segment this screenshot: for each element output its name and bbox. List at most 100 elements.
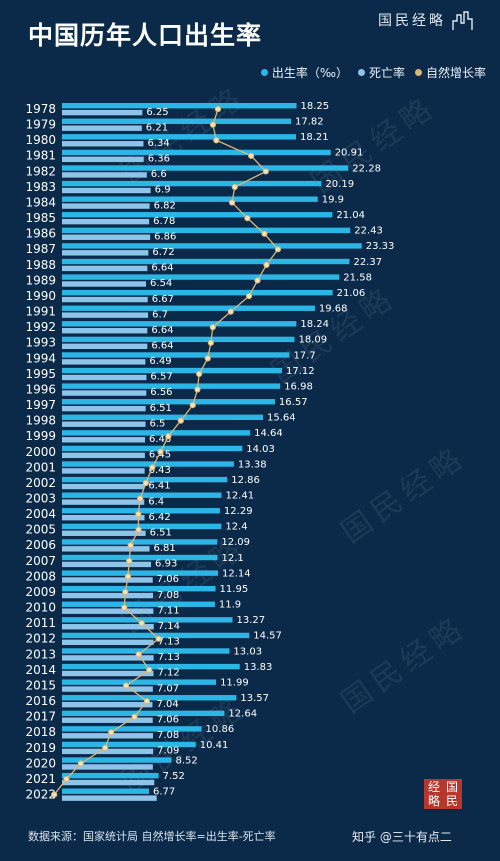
death-rate-bar: [62, 156, 144, 163]
year-label: 1985: [25, 211, 56, 225]
year-label: 2007: [25, 554, 56, 568]
birth-rate-label: 19.9: [322, 194, 344, 205]
year-label: 2015: [25, 678, 56, 692]
birth-rate-label: 16.57: [279, 397, 308, 408]
year-label: 2013: [25, 647, 56, 661]
natural-growth-point: [263, 261, 270, 268]
birth-rate-bar: [62, 212, 333, 218]
birth-rate-label: 21.04: [336, 210, 365, 221]
death-rate-label: 6.67: [152, 294, 174, 305]
year-label: 2000: [25, 445, 56, 459]
death-rate-bar: [62, 328, 148, 334]
natural-growth-point: [143, 698, 150, 705]
death-rate-label: 6.5: [150, 418, 166, 429]
year-label: 1988: [25, 258, 56, 272]
year-label: 2008: [25, 569, 56, 583]
death-rate-bar: [62, 468, 145, 474]
year-label: 2022: [25, 788, 56, 802]
legend-item-birth-rate: 出生率（‰）: [260, 64, 348, 81]
year-label: 2020: [25, 756, 56, 770]
natural-growth-point: [135, 511, 142, 518]
seal-stamp: 经 国 略 民: [424, 779, 462, 809]
death-rate-bar: [62, 203, 150, 209]
birth-rate-label: 12.41: [225, 491, 254, 502]
birth-rate-bar: [62, 321, 297, 327]
death-rate-label: 6.43: [149, 465, 171, 476]
birth-rate-bar: [62, 570, 218, 576]
birth-rate-bar: [62, 430, 251, 436]
year-label: 1982: [25, 164, 56, 178]
birth-rate-label: 12.29: [224, 506, 253, 517]
natural-growth-point: [214, 106, 222, 113]
death-rate-label: 6.54: [150, 278, 172, 289]
death-rate-label: 7.07: [157, 683, 179, 694]
birth-rate-bar: [62, 445, 243, 452]
birth-rate-bar: [62, 772, 159, 779]
birth-rate-label: 14.03: [246, 444, 275, 455]
death-rate-label: 7.13: [158, 652, 180, 663]
natural-growth-point: [244, 215, 251, 222]
death-rate-label: 7.11: [157, 605, 179, 616]
death-rate-label: 6.41: [148, 481, 170, 492]
death-rate-bar: [62, 499, 145, 505]
birth-rate-label: 12.4: [225, 522, 247, 533]
birth-rate-bar: [62, 554, 218, 561]
birth-rate-label: 13.57: [240, 693, 269, 704]
death-rate-label: 6.49: [149, 356, 171, 367]
birth-rate-label: 20.91: [335, 148, 364, 159]
year-label: 2017: [25, 710, 56, 724]
natural-growth-point: [157, 448, 164, 455]
birth-rate-label: 7.52: [163, 771, 185, 782]
natural-growth-point: [149, 464, 156, 471]
birth-rate-bar: [62, 476, 228, 483]
birth-rate-bar: [62, 289, 333, 296]
natural-growth-point: [51, 791, 58, 798]
birth-rate-label: 17.12: [286, 366, 315, 377]
natural-growth-point: [274, 246, 282, 253]
page-title: 中国历年人口出生率: [28, 21, 263, 50]
birth-rate-bar: [62, 103, 297, 109]
birth-rate-label: 21.58: [343, 272, 372, 283]
birth-rate-label: 18.24: [300, 319, 329, 330]
death-rate-bar: [62, 546, 150, 552]
death-rate-label: 7.13: [158, 637, 180, 648]
birth-rate-bar: [62, 414, 263, 420]
death-rate-label: 7.06: [157, 574, 179, 585]
year-label: 2006: [25, 538, 56, 552]
death-rate-label: 6.46: [149, 434, 171, 445]
birth-rate-label: 19.68: [319, 304, 348, 315]
year-label: 1979: [25, 118, 56, 132]
death-rate-bar: [62, 701, 153, 708]
brand-logo: 国民经略: [378, 9, 474, 31]
birth-rate-bar: [62, 383, 281, 389]
birth-rate-label: 13.83: [244, 662, 273, 673]
death-rate-bar: [62, 779, 155, 786]
year-label: 2018: [25, 725, 56, 739]
birth-rate-bar: [62, 367, 282, 374]
birth-rate-label: 22.28: [352, 163, 381, 174]
birth-rate-bar: [62, 165, 349, 171]
year-label: 1996: [25, 382, 56, 396]
birth-rate-bar: [62, 134, 296, 140]
natural-growth-point: [209, 121, 217, 128]
year-label: 2021: [25, 772, 56, 786]
death-rate-bar: [62, 577, 153, 583]
birth-rate-label: 12.14: [222, 568, 251, 579]
birth-rate-label: 10.41: [200, 740, 229, 751]
birth-rate-label: 8.52: [175, 755, 197, 766]
year-label: 1981: [25, 149, 56, 163]
death-rate-bar: [62, 483, 145, 490]
year-label: 1987: [25, 242, 56, 256]
year-label: 2009: [25, 585, 56, 599]
death-rate-bar: [62, 234, 151, 240]
death-rate-label: 6.72: [152, 247, 174, 258]
death-rate-label: 6.56: [150, 387, 172, 398]
legend-label-natural-growth: 自然增长率: [425, 66, 486, 80]
natural-growth-point: [262, 168, 269, 175]
death-rate-bar: [62, 109, 143, 116]
death-rate-label: 6.86: [154, 231, 176, 242]
natural-growth-point: [228, 199, 236, 206]
year-label: 2005: [25, 523, 56, 537]
death-rate-label: 7.14: [158, 621, 180, 632]
natural-growth-point: [177, 417, 184, 424]
